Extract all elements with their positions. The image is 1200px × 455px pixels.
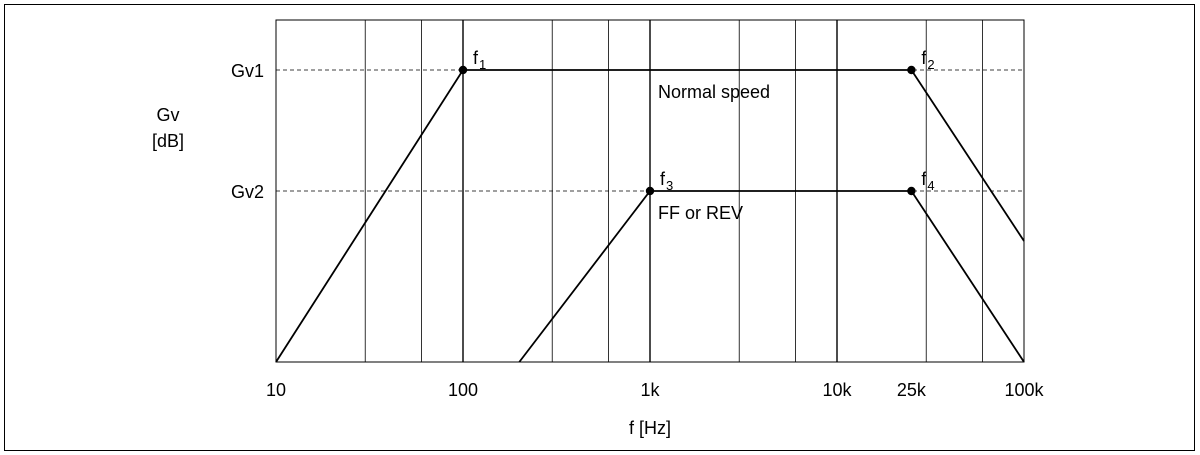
x-axis-label: f [Hz] — [629, 418, 671, 438]
point-label-base: f — [921, 169, 927, 189]
point-marker-f3 — [645, 186, 655, 196]
text-layer: Gv [dB] Gv1 Gv2 Normal speed FF or REV f… — [152, 61, 1045, 438]
point-marker-f4 — [907, 186, 916, 196]
curve-layer — [275, 69, 1025, 363]
point-marker-f1 — [458, 65, 468, 75]
point-label-subscript: 2 — [927, 57, 934, 72]
y-level-label-gv2: Gv2 — [231, 182, 264, 202]
point-label-f4: f4 — [921, 169, 934, 193]
point-label-subscript: 3 — [666, 178, 673, 193]
point-label-f2: f2 — [921, 48, 934, 72]
y-level-label-gv1: Gv1 — [231, 61, 264, 81]
series-line-normal-speed — [275, 69, 1025, 363]
point-label-base: f — [921, 48, 927, 68]
point-marker-f2 — [907, 65, 916, 75]
point-label-base: f — [660, 169, 666, 189]
point-label-base: f — [473, 48, 479, 68]
series-line-ff-or-rev — [518, 190, 1025, 363]
point-label-subscript: 1 — [479, 57, 486, 72]
point-label-subscript: 4 — [927, 178, 934, 193]
x-tick-label: 10k — [822, 380, 852, 400]
point-label-f1: f1 — [473, 48, 486, 72]
x-tick-label: 25k — [897, 380, 927, 400]
y-axis-label-line2: [dB] — [152, 131, 184, 151]
x-tick-label: 1k — [640, 380, 660, 400]
y-axis-label-line1: Gv — [156, 105, 179, 125]
point-label-f3: f3 — [660, 169, 673, 193]
series-label-normal-speed: Normal speed — [658, 82, 770, 102]
series-label-ff-or-rev: FF or REV — [658, 203, 743, 223]
x-tick-label: 10 — [266, 380, 286, 400]
x-tick-label: 100 — [448, 380, 478, 400]
x-tick-label: 100k — [1004, 380, 1044, 400]
chart-frame — [4, 4, 1195, 451]
